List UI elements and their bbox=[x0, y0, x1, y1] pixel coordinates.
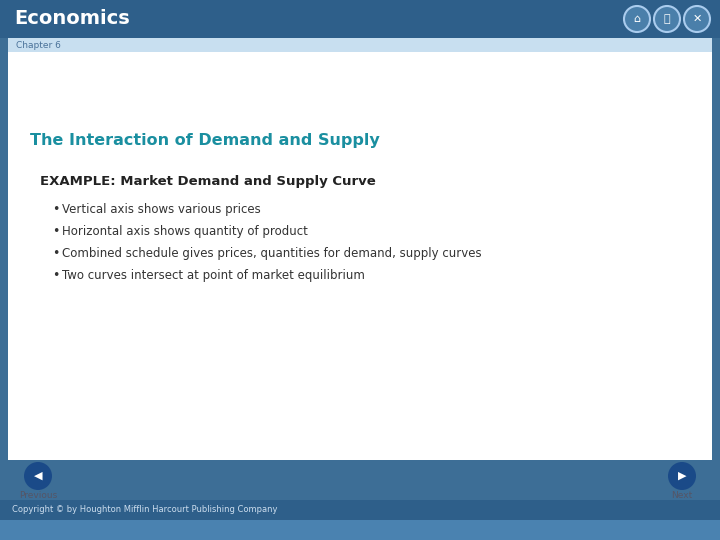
Text: ⌂: ⌂ bbox=[634, 14, 641, 24]
Circle shape bbox=[684, 6, 710, 32]
Text: •: • bbox=[52, 247, 59, 260]
Text: EXAMPLE: Market Demand and Supply Curve: EXAMPLE: Market Demand and Supply Curve bbox=[40, 176, 376, 188]
Text: The Interaction of Demand and Supply: The Interaction of Demand and Supply bbox=[30, 132, 379, 147]
Text: Combined schedule gives prices, quantities for demand, supply curves: Combined schedule gives prices, quantiti… bbox=[62, 247, 482, 260]
Text: ⎙: ⎙ bbox=[664, 14, 670, 24]
Circle shape bbox=[654, 6, 680, 32]
Text: Economics: Economics bbox=[14, 10, 130, 29]
FancyBboxPatch shape bbox=[8, 52, 712, 460]
Text: Chapter 6: Chapter 6 bbox=[16, 40, 61, 50]
Text: Previous: Previous bbox=[19, 491, 57, 501]
Circle shape bbox=[24, 462, 52, 490]
Text: Next: Next bbox=[671, 491, 693, 501]
Text: ◀: ◀ bbox=[34, 471, 42, 481]
Text: ✕: ✕ bbox=[693, 14, 702, 24]
Circle shape bbox=[668, 462, 696, 490]
FancyBboxPatch shape bbox=[0, 0, 720, 38]
Circle shape bbox=[624, 6, 650, 32]
FancyBboxPatch shape bbox=[8, 38, 712, 52]
Text: Vertical axis shows various prices: Vertical axis shows various prices bbox=[62, 204, 261, 217]
Text: •: • bbox=[52, 226, 59, 239]
Text: Copyright © by Houghton Mifflin Harcourt Publishing Company: Copyright © by Houghton Mifflin Harcourt… bbox=[12, 505, 277, 515]
Text: •: • bbox=[52, 269, 59, 282]
Text: Horizontal axis shows quantity of product: Horizontal axis shows quantity of produc… bbox=[62, 226, 308, 239]
Text: •: • bbox=[52, 204, 59, 217]
FancyBboxPatch shape bbox=[0, 520, 720, 540]
Text: ▶: ▶ bbox=[678, 471, 686, 481]
FancyBboxPatch shape bbox=[0, 500, 720, 520]
Text: Two curves intersect at point of market equilibrium: Two curves intersect at point of market … bbox=[62, 269, 365, 282]
